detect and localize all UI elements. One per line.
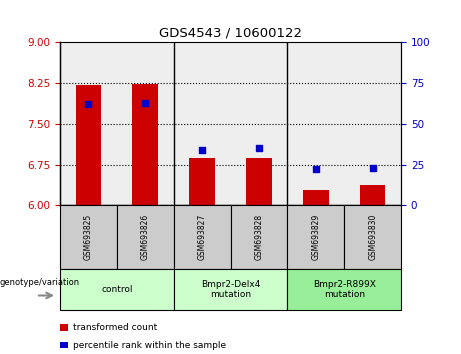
- Point: [85, 102, 92, 107]
- Text: transformed count: transformed count: [73, 323, 157, 332]
- Text: genotype/variation: genotype/variation: [0, 278, 80, 287]
- Text: control: control: [101, 285, 132, 294]
- Bar: [303, 190, 329, 205]
- Point: [369, 165, 376, 171]
- Text: Bmpr2-R899X
mutation: Bmpr2-R899X mutation: [313, 280, 376, 299]
- Bar: [189, 158, 215, 205]
- Text: GSM693825: GSM693825: [84, 214, 93, 260]
- Point: [198, 147, 206, 153]
- Bar: [76, 85, 101, 205]
- Bar: [132, 84, 158, 205]
- Text: GSM693829: GSM693829: [311, 214, 320, 260]
- Bar: [360, 185, 385, 205]
- Point: [312, 167, 319, 172]
- Text: percentile rank within the sample: percentile rank within the sample: [73, 341, 226, 350]
- Text: Bmpr2-Delx4
mutation: Bmpr2-Delx4 mutation: [201, 280, 260, 299]
- Text: GSM693826: GSM693826: [141, 214, 150, 260]
- Text: GSM693830: GSM693830: [368, 214, 377, 261]
- Point: [255, 145, 263, 151]
- Title: GDS4543 / 10600122: GDS4543 / 10600122: [159, 27, 302, 40]
- Text: GSM693827: GSM693827: [198, 214, 207, 260]
- Point: [142, 100, 149, 105]
- Bar: [246, 158, 272, 205]
- Text: GSM693828: GSM693828: [254, 214, 263, 260]
